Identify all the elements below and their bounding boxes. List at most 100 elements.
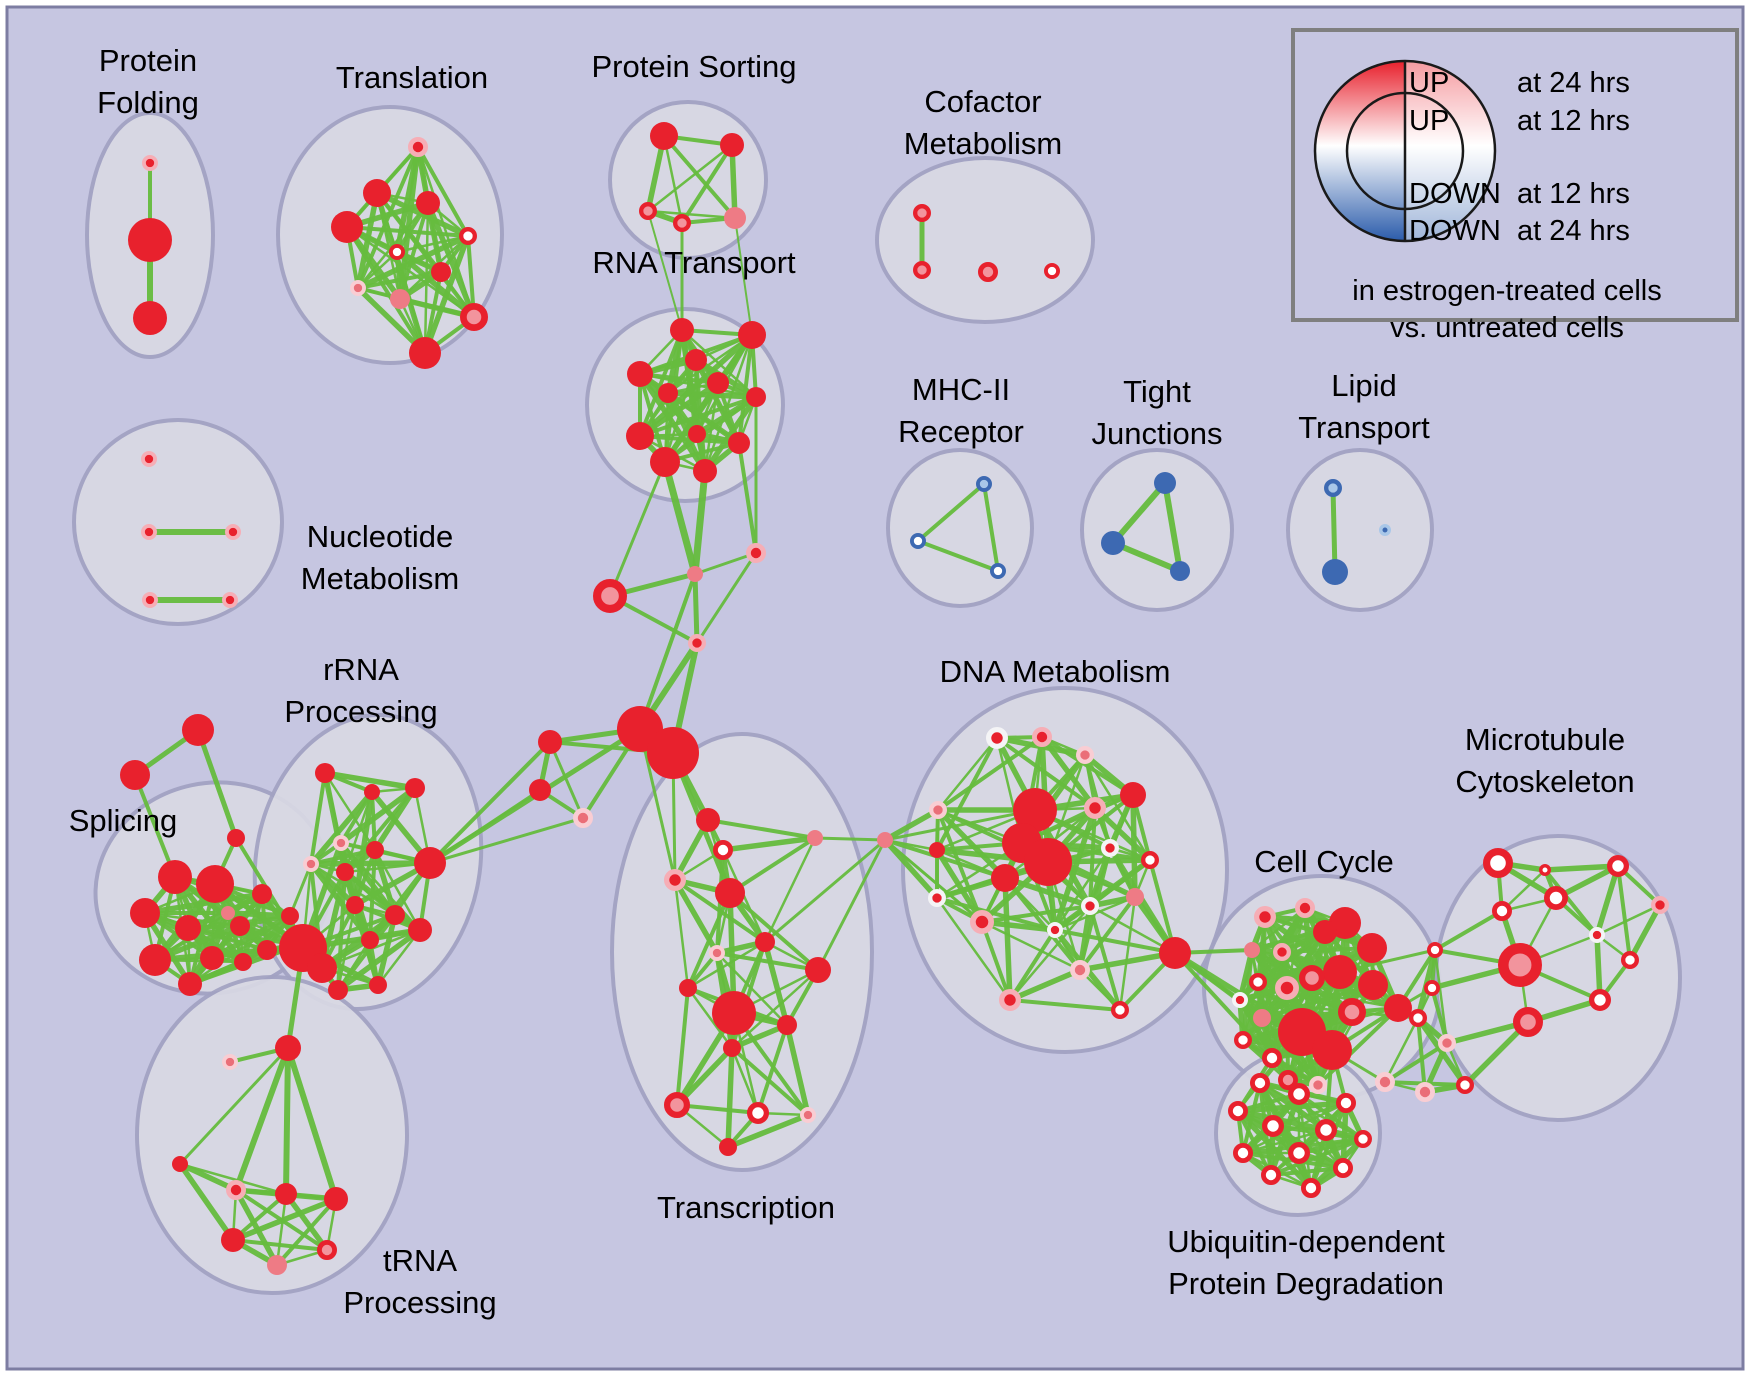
network-node[interactable] — [408, 918, 432, 942]
network-node[interactable] — [1232, 991, 1249, 1008]
network-node[interactable] — [638, 202, 657, 221]
network-node[interactable] — [350, 280, 367, 297]
network-node[interactable] — [182, 714, 214, 746]
network-node[interactable] — [746, 543, 767, 564]
network-node[interactable] — [336, 863, 354, 881]
network-node[interactable] — [1126, 888, 1144, 906]
network-node[interactable] — [1278, 1070, 1299, 1091]
network-node[interactable] — [275, 1035, 301, 1061]
network-node[interactable] — [1081, 896, 1100, 915]
network-node[interactable] — [1379, 524, 1391, 536]
network-node[interactable] — [225, 1180, 246, 1201]
network-node[interactable] — [1070, 960, 1091, 981]
network-node[interactable] — [1254, 906, 1277, 929]
network-node[interactable] — [1607, 855, 1630, 878]
network-node[interactable] — [1438, 1034, 1457, 1053]
network-node[interactable] — [281, 907, 299, 925]
network-node[interactable] — [1295, 898, 1316, 919]
network-node[interactable] — [158, 860, 192, 894]
network-node[interactable] — [1329, 907, 1361, 939]
network-node[interactable] — [227, 829, 245, 847]
network-node[interactable] — [431, 262, 451, 282]
network-node[interactable] — [777, 1015, 797, 1035]
network-node[interactable] — [713, 840, 734, 861]
network-node[interactable] — [1621, 950, 1640, 969]
network-node[interactable] — [1084, 797, 1107, 820]
network-node[interactable] — [1288, 1142, 1311, 1165]
network-node[interactable] — [679, 979, 697, 997]
network-node[interactable] — [877, 832, 893, 848]
network-node[interactable] — [133, 301, 167, 335]
network-node[interactable] — [1312, 1030, 1352, 1070]
network-node[interactable] — [728, 432, 750, 454]
network-node[interactable] — [663, 1091, 690, 1118]
network-node[interactable] — [989, 562, 1006, 579]
network-node[interactable] — [316, 1240, 337, 1261]
network-node[interactable] — [139, 944, 171, 976]
network-node[interactable] — [1032, 727, 1053, 748]
network-node[interactable] — [230, 916, 250, 936]
network-node[interactable] — [1044, 263, 1061, 280]
network-node[interactable] — [1456, 1076, 1475, 1095]
network-node[interactable] — [975, 476, 992, 493]
network-node[interactable] — [672, 214, 691, 233]
network-node[interactable] — [720, 133, 744, 157]
network-node[interactable] — [390, 289, 410, 309]
network-node[interactable] — [175, 915, 201, 941]
network-node[interactable] — [1336, 1093, 1357, 1114]
network-node[interactable] — [200, 946, 224, 970]
network-node[interactable] — [1384, 994, 1412, 1022]
network-node[interactable] — [221, 1228, 245, 1252]
network-node[interactable] — [693, 459, 717, 483]
network-node[interactable] — [1244, 942, 1260, 958]
network-node[interactable] — [141, 154, 158, 171]
network-node[interactable] — [685, 349, 707, 371]
network-node[interactable] — [538, 730, 562, 754]
network-node[interactable] — [929, 842, 945, 858]
network-node[interactable] — [1120, 782, 1146, 808]
network-node[interactable] — [1262, 1115, 1285, 1138]
network-node[interactable] — [755, 932, 775, 952]
network-node[interactable] — [172, 1156, 188, 1172]
network-node[interactable] — [1234, 1031, 1253, 1050]
network-node[interactable] — [738, 321, 766, 349]
network-node[interactable] — [707, 372, 729, 394]
network-node[interactable] — [1298, 964, 1325, 991]
network-node[interactable] — [805, 957, 831, 983]
network-node[interactable] — [650, 122, 678, 150]
network-node[interactable] — [1154, 472, 1176, 494]
network-node[interactable] — [1301, 1178, 1322, 1199]
network-node[interactable] — [1375, 1072, 1396, 1093]
network-node[interactable] — [650, 447, 680, 477]
network-node[interactable] — [1261, 1165, 1282, 1186]
network-node[interactable] — [459, 302, 488, 331]
network-node[interactable] — [573, 808, 594, 829]
network-node[interactable] — [627, 361, 653, 387]
network-node[interactable] — [1512, 1006, 1543, 1037]
network-node[interactable] — [252, 884, 272, 904]
network-node[interactable] — [708, 944, 725, 961]
network-node[interactable] — [658, 383, 678, 403]
network-node[interactable] — [120, 760, 150, 790]
network-node[interactable] — [1253, 1009, 1271, 1027]
network-node[interactable] — [928, 800, 947, 819]
network-node[interactable] — [1250, 1073, 1271, 1094]
network-node[interactable] — [719, 1138, 737, 1156]
network-node[interactable] — [799, 1107, 816, 1124]
network-node[interactable] — [1101, 838, 1120, 857]
network-node[interactable] — [715, 878, 745, 908]
network-node[interactable] — [1589, 926, 1606, 943]
network-node[interactable] — [664, 869, 687, 892]
network-node[interactable] — [1358, 970, 1388, 1000]
network-node[interactable] — [346, 896, 364, 914]
network-node[interactable] — [1111, 1000, 1130, 1019]
network-node[interactable] — [267, 1255, 287, 1275]
network-node[interactable] — [1273, 942, 1292, 961]
network-node[interactable] — [807, 830, 823, 846]
network-node[interactable] — [414, 847, 446, 879]
network-node[interactable] — [331, 211, 363, 243]
network-node[interactable] — [723, 1039, 741, 1057]
network-node[interactable] — [912, 204, 931, 223]
network-node[interactable] — [389, 243, 406, 260]
network-node[interactable] — [1159, 937, 1191, 969]
